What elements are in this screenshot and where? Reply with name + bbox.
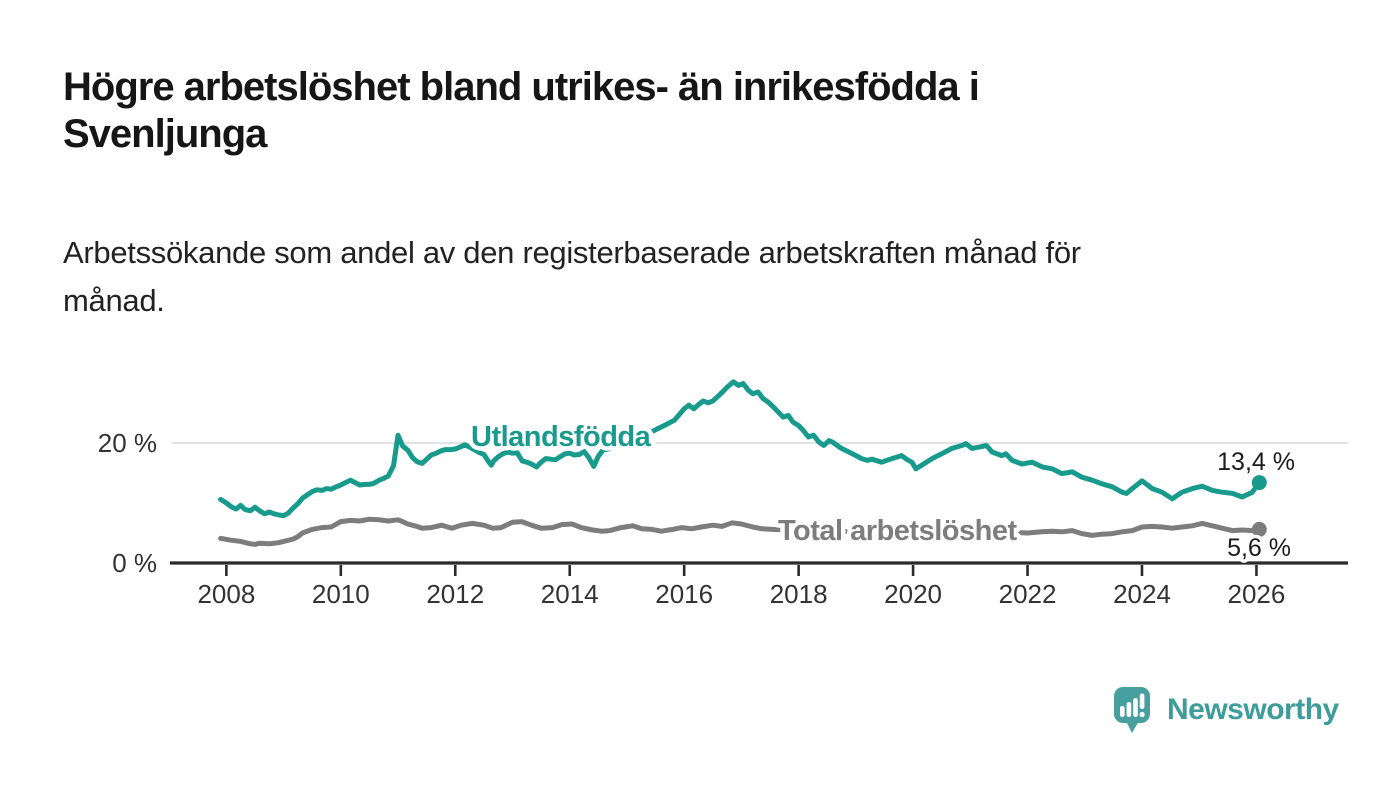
newsworthy-wordmark: Newsworthy — [1167, 693, 1339, 726]
end-value-label-utlandsf-dda: 13,4 % — [1217, 448, 1295, 476]
x-tick-label-2018: 2018 — [770, 579, 828, 609]
newsworthy-logo: Newsworthy — [1113, 686, 1339, 734]
page-title: Högre arbetslöshet bland utrikes- än inr… — [63, 65, 980, 156]
y-tick-label-20: 20 % — [98, 428, 157, 458]
x-tick-label-2010: 2010 — [312, 579, 370, 609]
series-line-utlandsf-dda — [218, 379, 1262, 519]
x-tick-label-2020: 2020 — [884, 579, 942, 609]
x-tick-label-2026: 2026 — [1228, 579, 1286, 609]
x-tick-label-2008: 2008 — [197, 579, 255, 609]
logo-bar-1 — [1120, 706, 1125, 717]
series-end-dot-utlandsf-dda — [1251, 475, 1267, 491]
logo-bubble — [1114, 687, 1150, 723]
logo-bar-3 — [1133, 698, 1138, 717]
x-tick-label-2022: 2022 — [999, 579, 1057, 609]
x-tick-label-2014: 2014 — [541, 579, 599, 609]
x-tick-label-2024: 2024 — [1113, 579, 1171, 609]
end-value-label-total-arbetsl-shet: 5,6 % — [1227, 534, 1291, 562]
logo-exclamation-bar — [1139, 693, 1145, 709]
series-line-total-arbetsl-shet — [218, 516, 1262, 547]
chart-subtitle: Arbetssökande som andel av den registerb… — [63, 235, 1081, 318]
x-tick-label-2012: 2012 — [426, 579, 484, 609]
logo-bubble-tail — [1126, 721, 1139, 733]
logo-bar-2 — [1126, 702, 1132, 717]
logo-exclamation-dot — [1139, 711, 1145, 718]
x-tick-label-2016: 2016 — [655, 579, 713, 609]
series-end-dot-total-arbetsl-shet — [1251, 521, 1267, 537]
series-label-total-arbetsl-shet: Total arbetslöshet — [778, 515, 1017, 547]
newsworthy-logo-icon — [1114, 687, 1150, 733]
series-label-utlandsf-dda: Utlandsfödda — [471, 421, 652, 453]
y-tick-label-0: 0 % — [112, 548, 157, 578]
